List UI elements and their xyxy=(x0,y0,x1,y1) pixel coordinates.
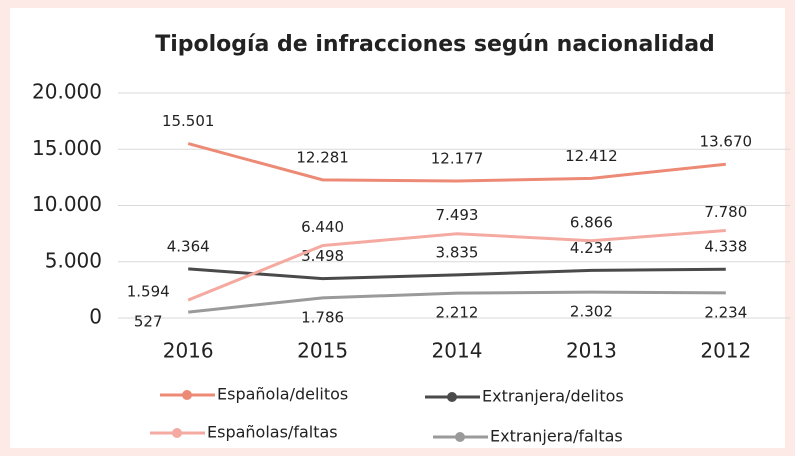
data-label: 2.302 xyxy=(570,303,613,321)
y-tick-label: 5.000 xyxy=(45,248,102,272)
series-line xyxy=(187,142,726,183)
legend-label: Extranjera/faltas xyxy=(490,427,623,446)
data-label: 3.835 xyxy=(436,243,479,261)
data-label: 12.177 xyxy=(431,150,484,168)
legend-label: Extranjera/delitos xyxy=(482,387,624,406)
y-tick-label: 15.000 xyxy=(32,136,102,160)
data-label: 4.338 xyxy=(704,238,747,256)
legend-marker xyxy=(455,432,465,442)
y-tick-label: 0 xyxy=(89,305,102,329)
y-tick-label: 10.000 xyxy=(32,192,102,216)
data-label: 15.501 xyxy=(162,112,215,130)
data-label: 4.364 xyxy=(167,237,210,255)
legend-label: Española/delitos xyxy=(217,385,348,404)
x-tick-label: 2013 xyxy=(566,339,617,363)
legend-marker xyxy=(182,390,192,400)
series-line xyxy=(188,267,726,281)
legend-label: Españolas/faltas xyxy=(207,423,338,442)
data-label: 4.234 xyxy=(570,239,613,257)
data-label: 7.493 xyxy=(436,206,479,224)
data-label: 6.866 xyxy=(570,213,613,231)
data-label: 1.594 xyxy=(127,283,170,301)
data-label: 3.498 xyxy=(301,247,344,265)
data-label: 1.786 xyxy=(301,308,344,326)
x-tick-label: 2014 xyxy=(432,339,483,363)
data-label: 12.281 xyxy=(296,148,349,166)
y-tick-label: 20.000 xyxy=(32,80,102,104)
x-tick-label: 2012 xyxy=(700,339,751,363)
data-label: 6.440 xyxy=(301,218,344,236)
chart-title: Tipología de infracciones según nacional… xyxy=(155,32,715,57)
series-line xyxy=(188,290,726,314)
x-tick-label: 2016 xyxy=(163,339,214,363)
panel xyxy=(10,8,785,448)
series-line xyxy=(187,228,726,302)
legend-marker xyxy=(447,392,457,402)
legend-marker xyxy=(172,428,182,438)
data-label: 12.412 xyxy=(565,147,618,165)
data-label: 527 xyxy=(134,313,163,331)
data-label: 7.780 xyxy=(704,203,747,221)
data-label: 2.234 xyxy=(704,303,747,321)
data-label: 13.670 xyxy=(700,133,753,151)
data-label: 2.212 xyxy=(436,304,479,322)
x-tick-label: 2015 xyxy=(297,339,348,363)
